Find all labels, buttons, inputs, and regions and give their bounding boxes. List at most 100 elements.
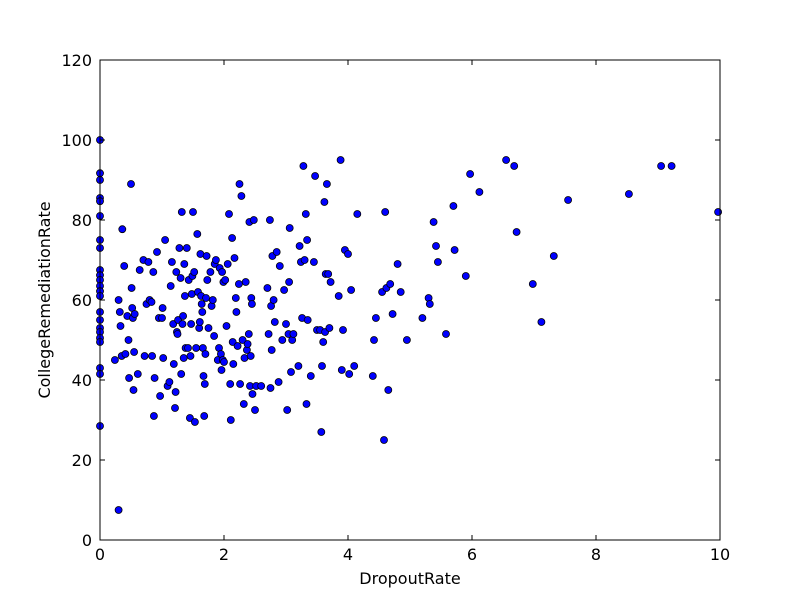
data-point-208 [336,156,345,164]
data-point-187 [300,256,309,264]
data-point-238 [450,246,459,254]
data-point-236 [442,330,450,338]
data-point-212 [344,250,352,258]
y-tick-label-80: 80 [72,211,92,230]
data-point-189 [302,400,311,408]
data-point-55 [156,392,165,400]
data-point-70 [173,330,182,338]
data-point-129 [225,210,233,218]
data-point-76 [178,320,187,328]
data-point-62 [166,282,175,290]
data-point-85 [185,414,194,422]
y-tick-label-60: 60 [72,291,92,310]
data-point-159 [257,382,266,390]
data-point-41 [133,370,142,378]
data-point-97 [195,318,204,326]
data-point-143 [238,336,247,344]
data-point-163 [266,384,275,392]
data-point-109 [203,276,212,284]
data-point-138 [233,342,242,350]
data-point-122 [218,268,227,276]
data-point-186 [299,162,308,170]
data-point-250 [657,162,665,170]
data-point-240 [466,170,475,178]
data-point-173 [280,286,289,294]
data-point-232 [425,300,434,308]
data-point-67 [171,388,180,396]
data-point-243 [510,162,519,170]
data-point-34 [127,180,135,188]
y-axis-label: CollegeRemediationRate [35,201,54,398]
data-point-57 [158,304,167,312]
data-point-46 [144,258,153,266]
data-point-139 [234,280,243,288]
data-point-130 [226,380,235,388]
data-point-79 [180,260,189,268]
data-point-80 [180,292,189,300]
data-point-140 [235,180,244,188]
data-point-38 [129,386,138,394]
data-point-26 [116,322,125,330]
data-point-251 [667,162,676,170]
x-tick-label-0: 0 [95,545,105,564]
data-point-135 [230,254,239,262]
data-point-244 [512,228,521,236]
data-point-213 [345,370,354,378]
data-point-75 [177,208,186,216]
data-point-215 [350,362,359,370]
data-point-207 [334,292,343,300]
data-point-59 [161,236,170,244]
data-point-142 [237,192,246,200]
data-point-233 [429,218,438,226]
data-point-58 [159,354,168,362]
data-point-61 [165,378,174,386]
data-point-219 [371,314,380,322]
data-point-40 [130,310,139,318]
data-point-148 [243,340,252,348]
data-point-104 [200,412,209,420]
data-point-56 [158,314,166,322]
data-point-242 [502,156,511,164]
data-point-193 [309,258,318,266]
data-point-141 [236,380,245,388]
data-point-126 [221,276,230,284]
data-point-152 [246,352,255,360]
data-point-221 [380,436,388,444]
data-point-165 [267,346,276,354]
data-point-149 [244,330,253,338]
data-point-35 [127,284,136,292]
data-point-107 [202,294,210,302]
data-point-222 [381,208,390,216]
data-point-24 [114,296,123,304]
data-point-100 [197,300,206,308]
data-point-178 [285,224,294,232]
data-point-50 [149,268,158,276]
data-point-72 [175,244,184,252]
data-point-74 [177,370,186,378]
data-point-49 [148,352,157,360]
data-point-249 [625,190,633,198]
data-point-182 [294,362,303,370]
data-point-225 [386,280,395,288]
data-point-174 [282,320,290,328]
data-point-253 [114,506,123,514]
data-point-161 [264,330,273,338]
data-point-42 [135,266,144,274]
y-tick-label-40: 40 [72,371,92,390]
data-point-78 [179,354,188,362]
data-point-103 [199,372,208,380]
data-point-146 [241,278,250,286]
data-point-206 [326,278,335,286]
data-point-39 [130,348,139,356]
data-point-167 [269,296,278,304]
data-point-111 [206,268,215,276]
data-point-82 [182,244,191,252]
data-point-234 [432,242,440,250]
data-point-216 [353,210,362,218]
y-tick-label-100: 100 [61,131,92,150]
data-point-30 [121,350,130,358]
data-point-172 [278,336,287,344]
data-point-155 [248,390,257,398]
data-point-177 [285,278,294,286]
data-point-134 [229,360,238,368]
